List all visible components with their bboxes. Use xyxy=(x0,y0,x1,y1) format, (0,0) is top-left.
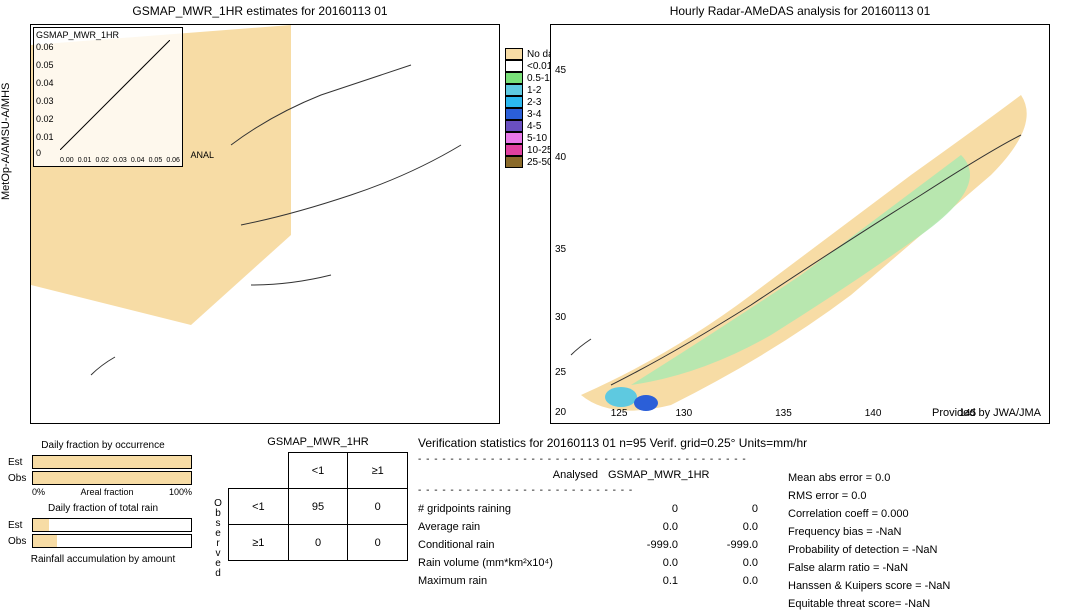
inset-title: GSMAP_MWR_1HR xyxy=(36,30,119,40)
metric-line: RMS error = 0.0 xyxy=(788,487,950,505)
rain-est-bar xyxy=(33,519,49,531)
ct-cell-00: 95 xyxy=(288,489,348,525)
verification-stats: Verification statistics for 20160113 01 … xyxy=(418,436,1072,612)
right-map-title: Hourly Radar-AMeDAS analysis for 2016011… xyxy=(520,0,1080,18)
metric-line: False alarm ratio = -NaN xyxy=(788,559,950,577)
stats-row: Conditional rain-999.0-999.0 xyxy=(418,536,758,554)
left-map-ylabel: MetOp-A/AMSU-A/MHS xyxy=(0,83,12,200)
stats-row: Maximum rain0.10.0 xyxy=(418,572,758,590)
stats-row: Average rain0.00.0 xyxy=(418,518,758,536)
fraction-bars: Daily fraction by occurrence Est Obs 0% … xyxy=(8,436,198,612)
ct-cell-01: 0 xyxy=(348,489,408,525)
bottom-row: Daily fraction by occurrence Est Obs 0% … xyxy=(0,430,1080,612)
contingency-block: Observed GSMAP_MWR_1HR <1≥1 <1950 ≥100 xyxy=(208,436,408,612)
left-map-panel: MetOp-A/AMSU-A/MHS GSMAP_MWR_1HR estimat… xyxy=(0,0,520,430)
ct-cell-10: 0 xyxy=(288,525,348,561)
metrics-list: Mean abs error = 0.0RMS error = 0.0Corre… xyxy=(788,469,950,613)
right-map-panel: Hourly Radar-AMeDAS analysis for 2016011… xyxy=(520,0,1080,430)
metric-line: Correlation coeff = 0.000 xyxy=(788,505,950,523)
metric-line: Equitable threat score= -NaN xyxy=(788,595,950,613)
metric-line: Hanssen & Kuipers score = -NaN xyxy=(788,577,950,595)
contingency-table: <1≥1 <1950 ≥100 xyxy=(228,452,408,561)
stats-row: # gridpoints raining00 xyxy=(418,500,758,518)
metric-line: Probability of detection = -NaN xyxy=(788,541,950,559)
left-map-title: GSMAP_MWR_1HR estimates for 20160113 01 xyxy=(0,0,520,18)
observed-label: Observed xyxy=(208,436,228,612)
metric-line: Frequency bias = -NaN xyxy=(788,523,950,541)
metric-line: Mean abs error = 0.0 xyxy=(788,469,950,487)
left-map-box: GSMAP_MWR_1HR 0.06 0.05 0.04 0.03 0.02 0… xyxy=(30,24,500,424)
ct-cell-11: 0 xyxy=(348,525,408,561)
inset-diagonal xyxy=(60,40,170,150)
radar-overlay xyxy=(551,25,1049,423)
inset-anal-label: ANAL xyxy=(190,150,214,160)
occ-est-bar xyxy=(33,456,191,468)
right-map-box: 125130135140145 454035302520 Provided by… xyxy=(550,24,1050,424)
attribution: Provided by JWA/JMA xyxy=(932,407,1041,419)
rain-obs-bar xyxy=(33,535,57,547)
occ-obs-bar xyxy=(33,472,191,484)
stats-row: Rain volume (mm*km²x10⁴)0.00.0 xyxy=(418,554,758,572)
inset-scatter: GSMAP_MWR_1HR 0.06 0.05 0.04 0.03 0.02 0… xyxy=(33,27,183,167)
